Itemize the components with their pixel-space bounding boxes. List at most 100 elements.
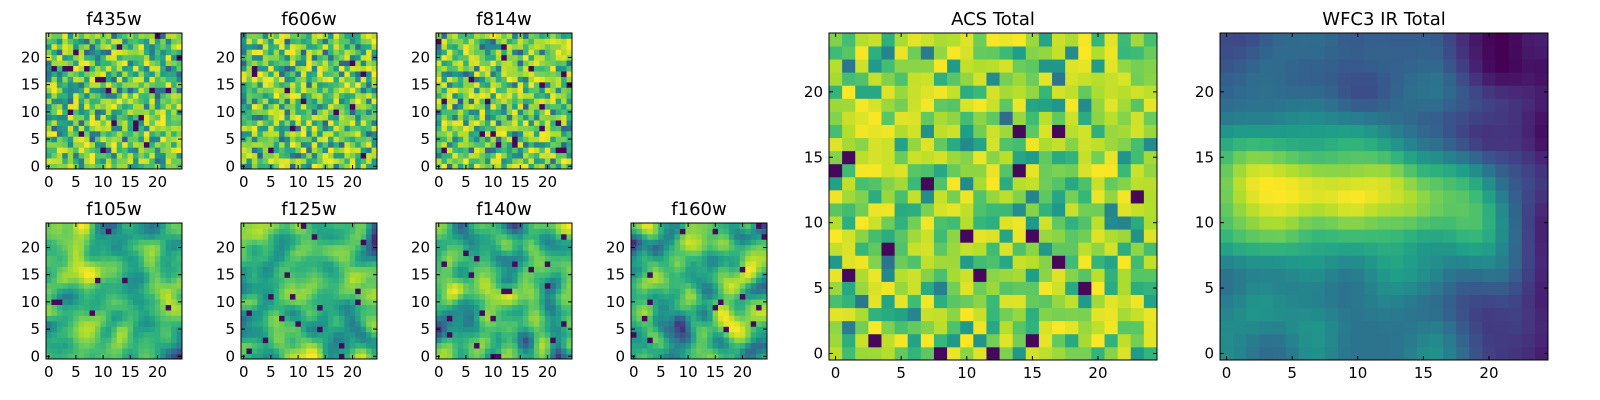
- heatmap-cell: [1104, 307, 1119, 322]
- heatmap-cell: [273, 43, 280, 50]
- heatmap-cell: [138, 141, 145, 148]
- heatmap-cell: [46, 98, 52, 105]
- heatmap-cell: [100, 299, 107, 305]
- heatmap-cell: [468, 293, 475, 300]
- heatmap-cell: [501, 326, 508, 333]
- heatmap-cell: [116, 38, 123, 45]
- heatmap-cell: [718, 239, 724, 246]
- heatmap-cell: [512, 152, 518, 159]
- heatmap-cell: [246, 158, 253, 164]
- heatmap-cell: [1012, 150, 1027, 165]
- heatmap-cell: [165, 65, 172, 72]
- heatmap-cell: [262, 315, 269, 322]
- heatmap-cell: [328, 81, 334, 88]
- heatmap-cell: [160, 233, 167, 240]
- heatmap-cell: [154, 76, 161, 83]
- heatmap-cell: [317, 277, 323, 284]
- heatmap-cell: [371, 98, 378, 105]
- heatmap-cell: [506, 239, 513, 246]
- heatmap-cell: [78, 136, 85, 143]
- heatmap-cell: [712, 228, 719, 235]
- heatmap-cell: [366, 304, 372, 311]
- heatmap-cell: [289, 233, 296, 240]
- heatmap-cell: [636, 233, 643, 240]
- heatmap-cell: [631, 250, 637, 257]
- heatmap-cell: [745, 342, 752, 349]
- heatmap-cell: [463, 147, 470, 154]
- heatmap-cell: [160, 136, 167, 143]
- heatmap-cell: [78, 54, 85, 61]
- heatmap-cell: [241, 125, 247, 132]
- heatmap-cell: [328, 277, 334, 284]
- heatmap-cell: [111, 223, 118, 229]
- heatmap-cell: [176, 337, 183, 344]
- heatmap-cell: [149, 130, 156, 137]
- heatmap-cell: [685, 271, 692, 278]
- heatmap-cell: [111, 33, 118, 39]
- heatmap-cell: [528, 54, 535, 61]
- heatmap-cell: [1104, 176, 1119, 191]
- heatmap-cell: [111, 98, 118, 105]
- heatmap-cell: [647, 233, 654, 240]
- heatmap-cell: [652, 223, 659, 229]
- heatmap-cell: [539, 114, 546, 121]
- heatmap-cell: [67, 141, 74, 148]
- heatmap-cell: [149, 223, 156, 229]
- heatmap-cell: [84, 60, 90, 67]
- heatmap-cell: [544, 299, 551, 305]
- heatmap-cell: [51, 315, 58, 322]
- heatmap-cell: [674, 282, 681, 289]
- panel-title: f814w: [476, 9, 531, 30]
- heatmap-cell: [528, 348, 535, 354]
- heatmap-cell: [333, 38, 340, 45]
- heatmap-cell: [62, 320, 69, 327]
- heatmap-cell: [355, 348, 362, 354]
- heatmap-cell: [663, 310, 670, 316]
- heatmap-cell: [690, 348, 697, 354]
- heatmap-cell: [652, 348, 659, 354]
- heatmap-cell: [669, 261, 675, 267]
- heatmap-cell: [674, 348, 681, 354]
- heatmap-cell: [105, 54, 112, 61]
- heatmap-cell: [89, 109, 96, 115]
- heatmap-cell: [920, 268, 935, 282]
- heatmap-cell: [679, 320, 686, 327]
- heatmap-cell: [306, 266, 313, 273]
- heatmap-cell: [122, 250, 128, 257]
- heatmap-cell: [344, 81, 351, 88]
- heatmap-cell: [474, 228, 480, 235]
- heatmap-cell: [94, 337, 101, 344]
- heatmap-cell: [506, 337, 513, 344]
- heatmap-cell: [94, 130, 101, 137]
- heatmap-cell: [829, 229, 843, 243]
- heatmap-cell: [311, 49, 318, 56]
- heatmap-cell: [855, 307, 869, 322]
- heatmap-cell: [1143, 307, 1158, 322]
- heatmap-cell: [295, 271, 302, 278]
- heatmap-cell: [506, 65, 513, 72]
- heatmap-cell: [523, 163, 529, 170]
- heatmap-cell: [122, 163, 128, 170]
- heatmap-cell: [1012, 294, 1027, 309]
- heatmap-cell: [284, 304, 291, 311]
- heatmap-cell: [555, 331, 562, 338]
- heatmap-cell: [154, 277, 161, 284]
- heatmap-cell: [355, 271, 362, 278]
- heatmap-cell: [501, 87, 508, 94]
- heatmap-cell: [241, 120, 247, 126]
- heatmap-cell: [441, 76, 448, 83]
- heatmap-cell: [268, 65, 275, 72]
- heatmap-cell: [328, 43, 334, 50]
- heatmap-cell: [894, 268, 909, 282]
- heatmap-cell: [344, 326, 351, 333]
- heatmap-cell: [360, 33, 367, 39]
- heatmap-cell: [251, 158, 258, 164]
- heatmap-cell: [947, 268, 961, 282]
- heatmap-cell: [171, 87, 177, 94]
- heatmap-cell: [663, 342, 670, 349]
- heatmap-cell: [728, 320, 735, 327]
- heatmap-cell: [160, 87, 167, 94]
- heatmap-cell: [306, 60, 313, 67]
- heatmap-cell: [920, 203, 935, 217]
- y-tick-label: 10: [216, 293, 235, 311]
